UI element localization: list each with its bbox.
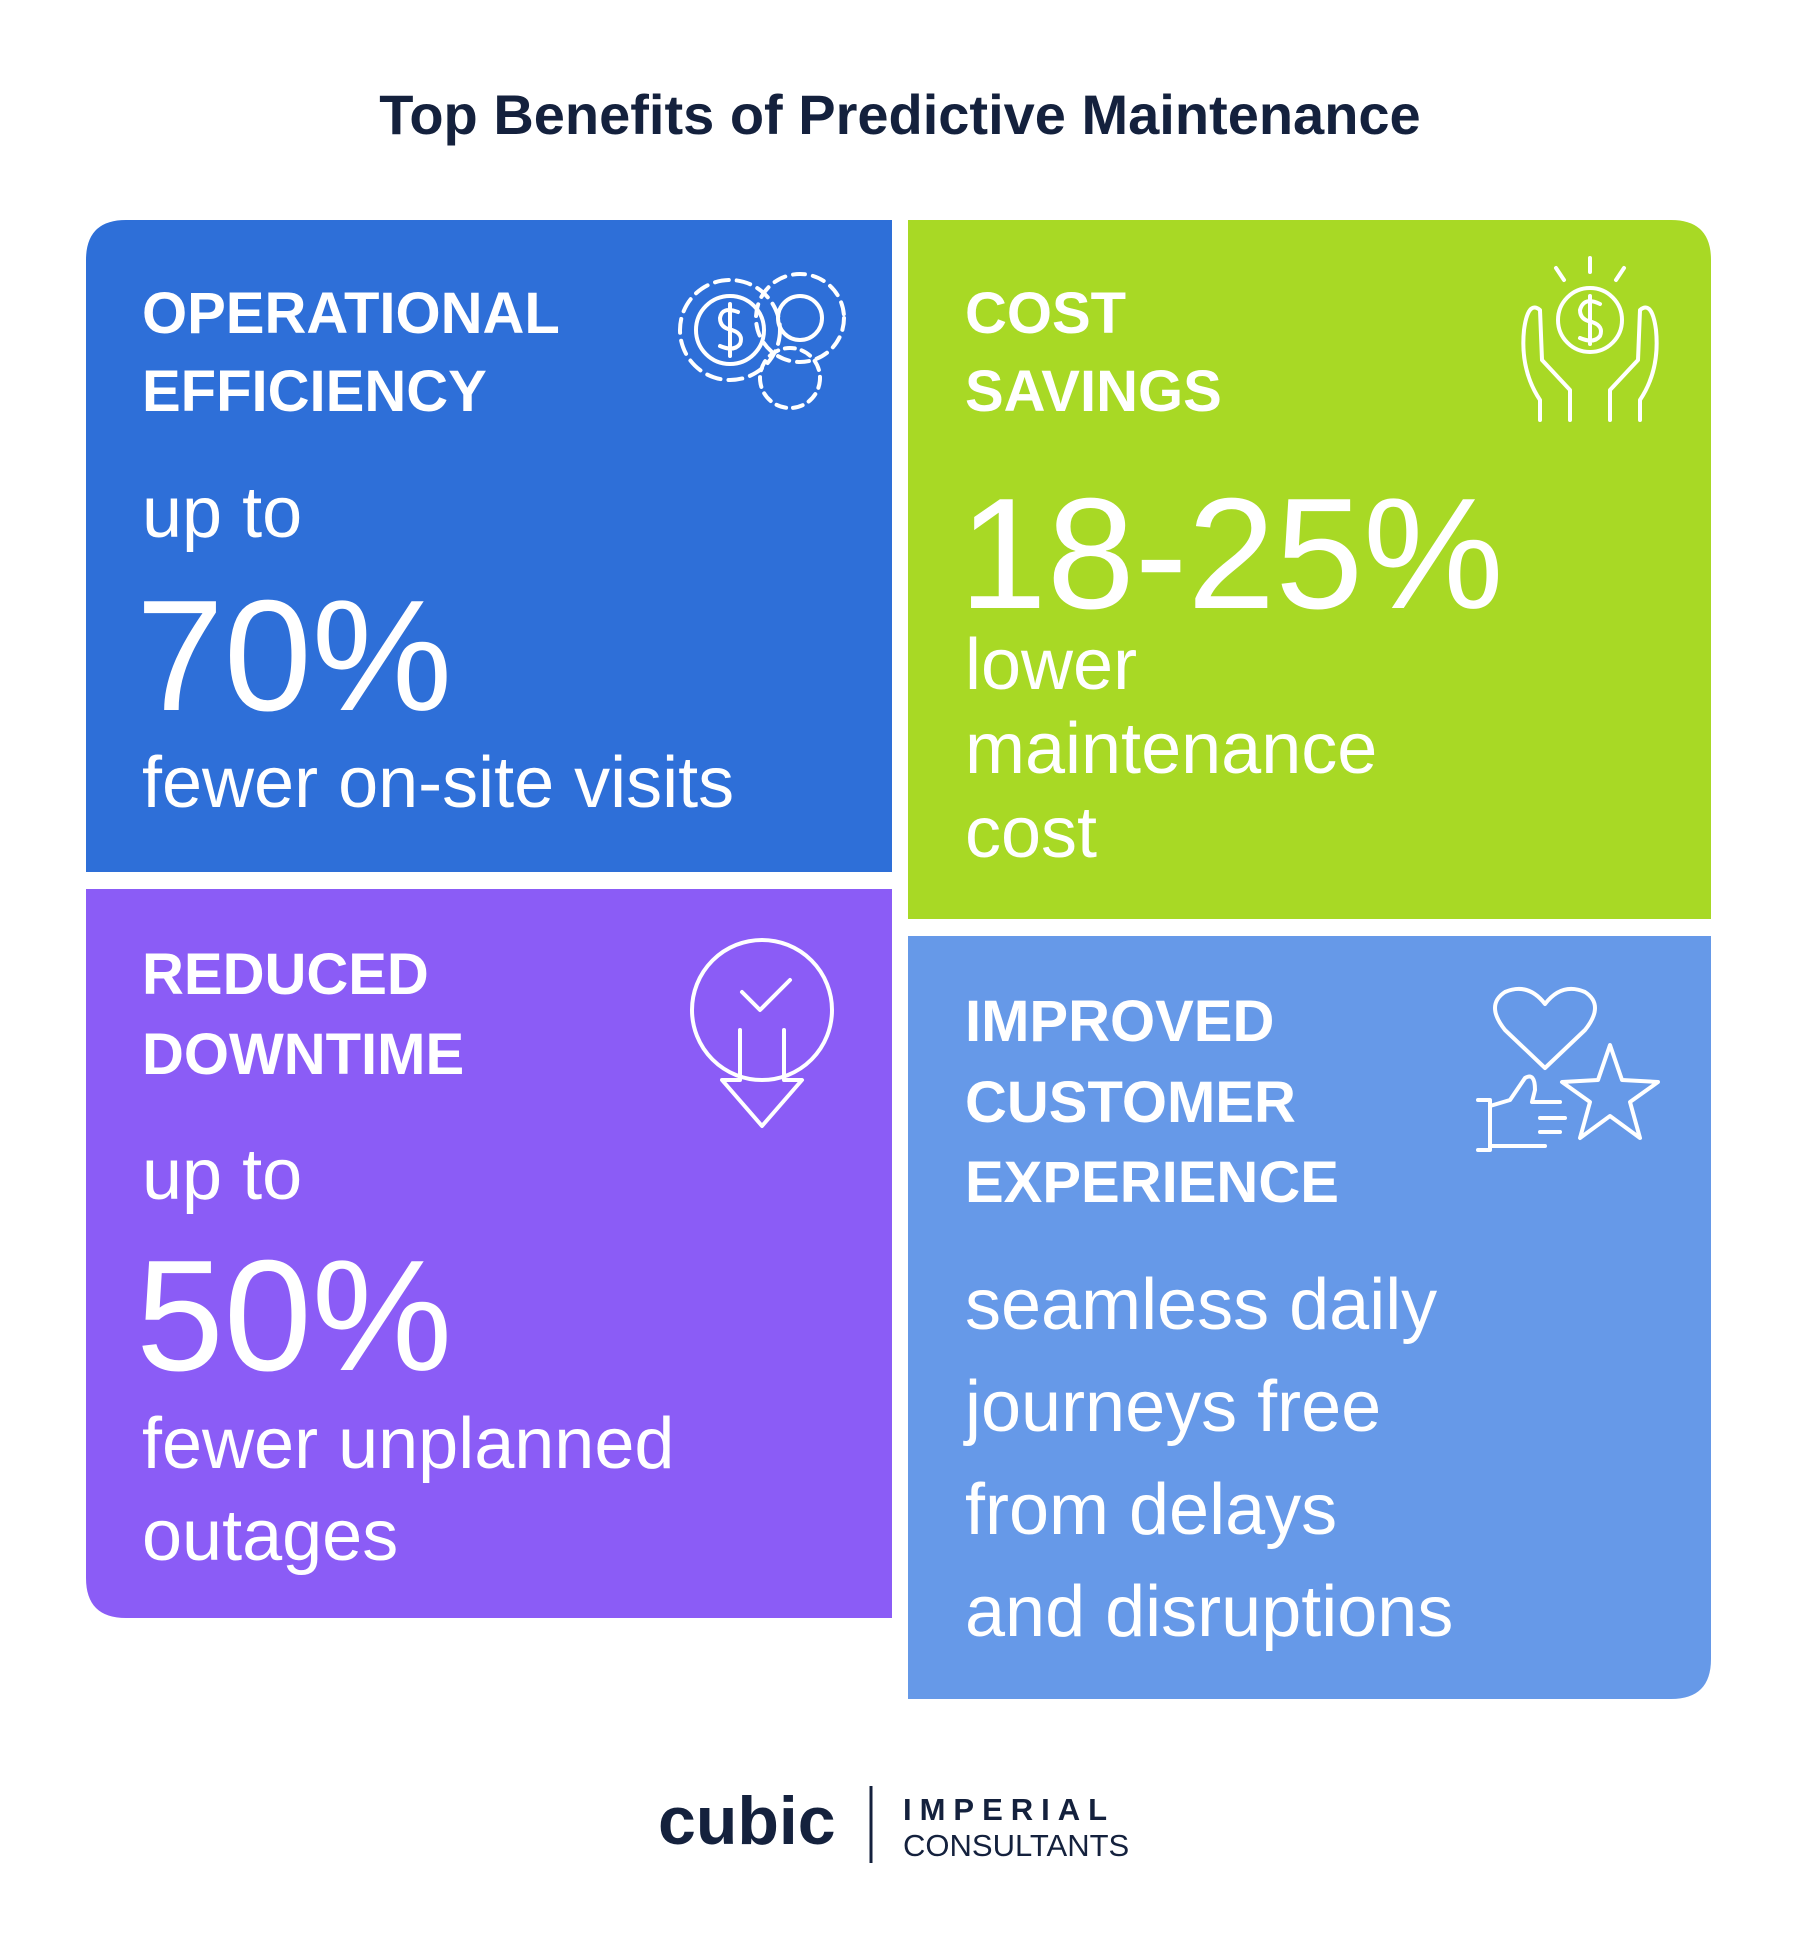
gears-icon — [678, 272, 846, 410]
brand-logo: cubic — [658, 1783, 836, 1859]
stat-description: seamless daily — [965, 1265, 1437, 1345]
card-background — [908, 220, 1711, 919]
stat-value: 50% — [136, 1228, 452, 1404]
card-heading: IMPROVED — [965, 989, 1274, 1054]
stat-description: fewer unplanned — [142, 1404, 674, 1484]
title: Top Benefits of Predictive Maintenance — [379, 83, 1420, 146]
stat-description: outages — [142, 1496, 398, 1576]
card-background — [86, 220, 892, 872]
card-heading: COST — [965, 281, 1126, 346]
stat-description: fewer on-site visits — [142, 743, 734, 823]
card-background — [86, 889, 892, 1618]
card-background — [908, 936, 1711, 1699]
stat-value: 70% — [136, 568, 452, 744]
card-heading: CUSTOMER — [965, 1070, 1296, 1135]
card-heading: OPERATIONAL — [142, 281, 560, 346]
stat-description: maintenance — [965, 709, 1377, 789]
stat-description: cost — [965, 793, 1097, 873]
card-heading: EFFICIENCY — [142, 359, 487, 424]
card-heading: EXPERIENCE — [965, 1150, 1339, 1215]
stat-prefix: up to — [142, 1135, 302, 1215]
card-heading: DOWNTIME — [142, 1022, 464, 1087]
stat-description: and disruptions — [965, 1572, 1453, 1652]
partner-name: CONSULTANTS — [903, 1828, 1129, 1863]
stat-description: lower — [965, 625, 1137, 705]
stat-description: from delays — [965, 1470, 1337, 1550]
partner-name: IMPERIAL — [903, 1792, 1115, 1827]
card-heading: REDUCED — [142, 942, 429, 1007]
hands-coin-icon — [1521, 256, 1659, 422]
stat-value: 18-25% — [959, 466, 1504, 642]
feedback-icon — [1476, 987, 1660, 1152]
stat-description: journeys free — [963, 1367, 1381, 1447]
stat-prefix: up to — [142, 473, 302, 553]
clock-icon — [690, 938, 834, 1128]
card-heading: SAVINGS — [965, 359, 1222, 424]
